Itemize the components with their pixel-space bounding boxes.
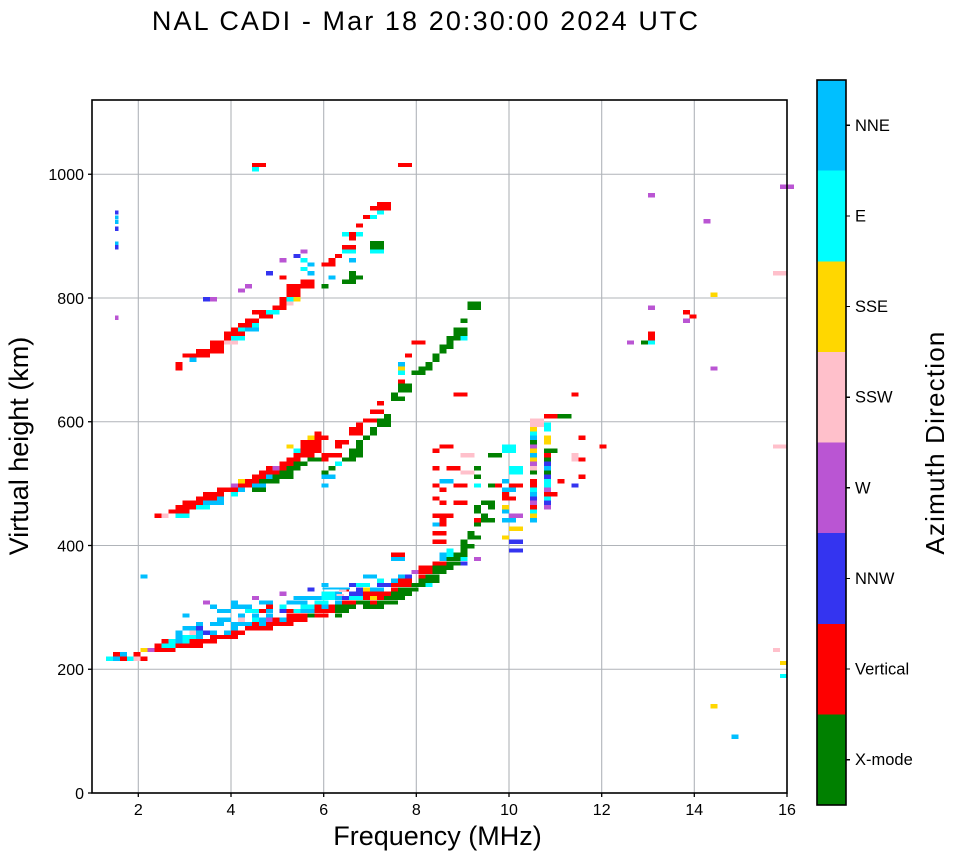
svg-text:200: 200 xyxy=(57,662,84,679)
svg-text:NNW: NNW xyxy=(855,570,895,588)
svg-text:SSE: SSE xyxy=(855,298,888,316)
svg-text:Virtual height (km): Virtual height (km) xyxy=(4,337,34,556)
svg-text:6: 6 xyxy=(319,802,328,819)
svg-text:10: 10 xyxy=(500,802,518,819)
svg-text:16: 16 xyxy=(778,802,796,819)
svg-text:12: 12 xyxy=(593,802,611,819)
svg-text:400: 400 xyxy=(57,538,84,555)
svg-text:NNE: NNE xyxy=(855,117,890,135)
svg-text:Frequency (MHz): Frequency (MHz) xyxy=(333,821,542,851)
svg-text:NAL CADI - Mar 18 20:30:00 202: NAL CADI - Mar 18 20:30:00 2024 UTC xyxy=(152,6,700,36)
svg-text:X-mode: X-mode xyxy=(855,751,913,769)
svg-text:14: 14 xyxy=(685,802,703,819)
svg-text:4: 4 xyxy=(227,802,236,819)
svg-text:2: 2 xyxy=(134,802,143,819)
svg-text:800: 800 xyxy=(57,291,84,308)
svg-text:E: E xyxy=(855,207,866,225)
svg-text:0: 0 xyxy=(75,786,84,803)
svg-text:Vertical: Vertical xyxy=(855,661,909,679)
svg-text:W: W xyxy=(855,479,871,497)
svg-text:8: 8 xyxy=(412,802,421,819)
svg-text:1000: 1000 xyxy=(48,167,84,184)
svg-text:600: 600 xyxy=(57,415,84,432)
svg-text:Azimuth Direction: Azimuth Direction xyxy=(920,330,950,554)
svg-text:SSW: SSW xyxy=(855,389,893,407)
